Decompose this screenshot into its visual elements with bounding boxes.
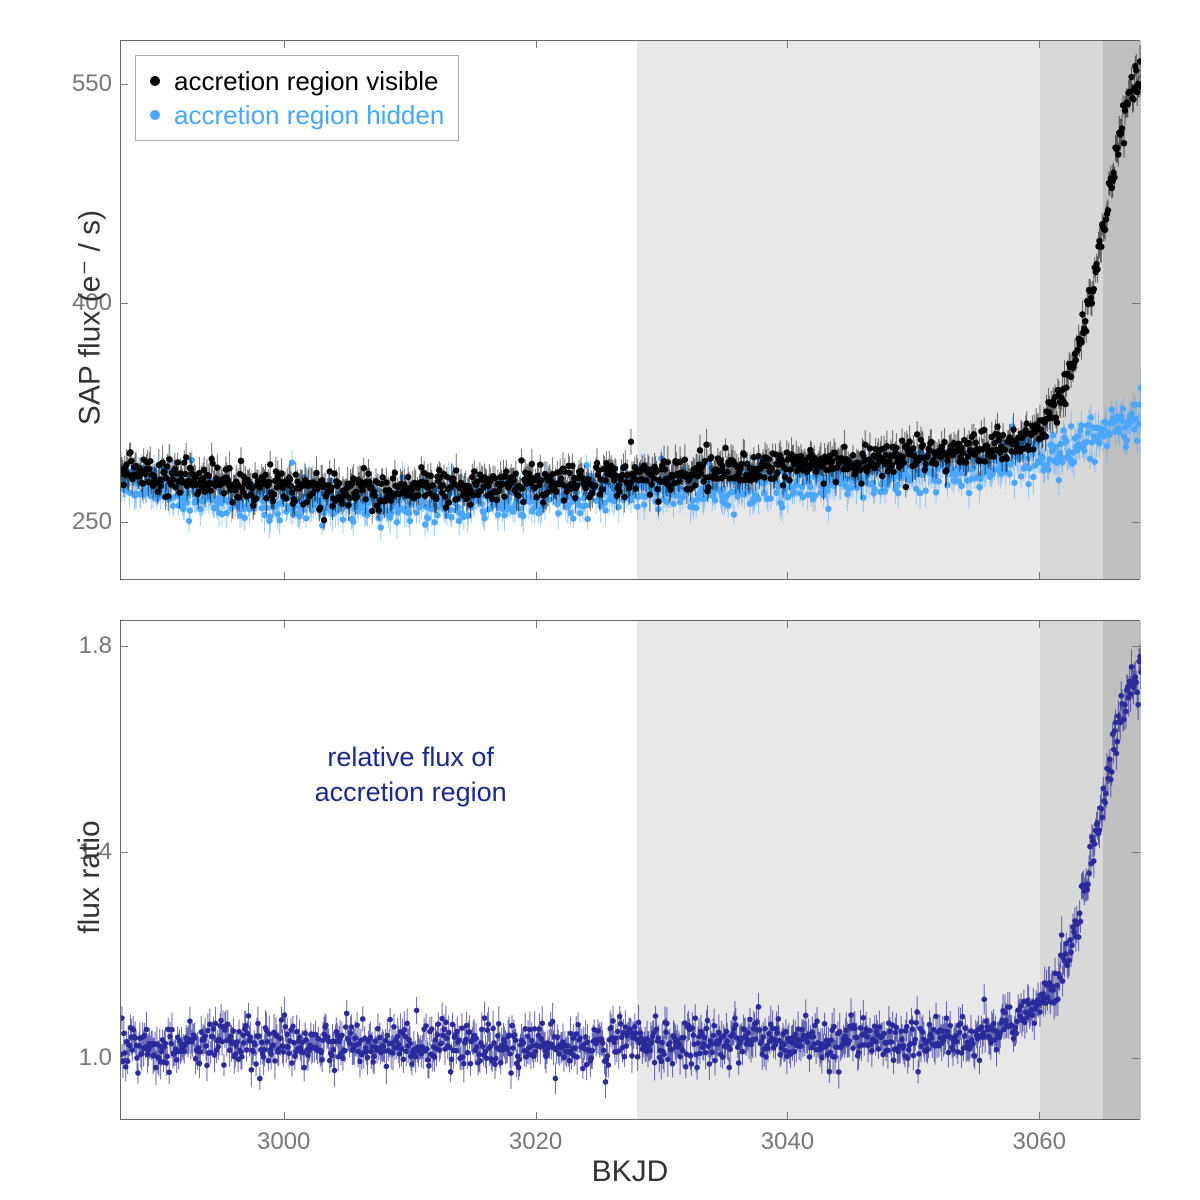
legend-item-visible: accretion region visible — [150, 64, 444, 98]
xtick-label: 3020 — [506, 1128, 566, 1156]
legend-box: accretion region visible accretion regio… — [135, 55, 459, 141]
ytick-label: 1.0 — [52, 1044, 112, 1072]
xtick-label: 3040 — [757, 1128, 817, 1156]
ratio-annotation: relative flux ofaccretion region — [291, 740, 531, 810]
bottom-ylabel: flux ratio — [73, 747, 107, 1007]
legend-label-visible: accretion region visible — [174, 64, 438, 98]
legend-item-hidden: accretion region hidden — [150, 98, 444, 132]
ytick-label: 550 — [52, 70, 112, 98]
legend-marker-visible — [150, 76, 160, 86]
ytick-label: 1.8 — [52, 632, 112, 660]
top-panel: accretion region visible accretion regio… — [120, 40, 1140, 580]
ytick-label: 250 — [52, 508, 112, 536]
xtick-label: 3000 — [254, 1128, 314, 1156]
legend-marker-hidden — [150, 110, 160, 120]
xlabel: BKJD — [120, 1155, 1140, 1189]
anno-line2: accretion region — [291, 775, 531, 810]
figure-container: accretion region visible accretion regio… — [0, 0, 1200, 1200]
legend-label-hidden: accretion region hidden — [174, 98, 444, 132]
xtick-label: 3060 — [1009, 1128, 1069, 1156]
anno-line1: relative flux of — [291, 740, 531, 775]
top-ylabel: SAP flux (e⁻ / s) — [73, 168, 108, 468]
bottom-panel: relative flux ofaccretion region — [120, 620, 1140, 1120]
bottom-scatter-svg — [121, 621, 1141, 1121]
